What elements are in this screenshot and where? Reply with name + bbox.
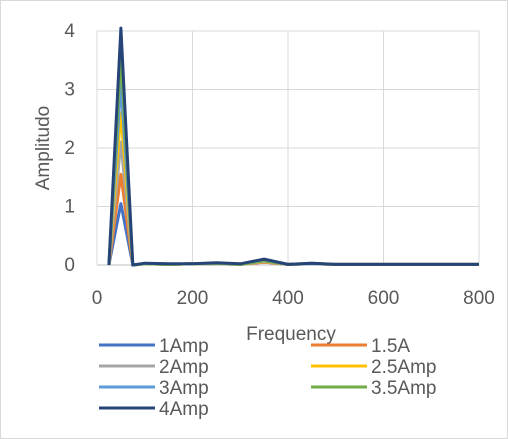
- y-tick-label: 4: [64, 21, 75, 42]
- legend-label-2amp: 2Amp: [159, 357, 209, 378]
- x-axis-label: Frequency: [246, 324, 336, 345]
- y-tick-label: 1: [64, 197, 75, 218]
- x-tick-label: 0: [92, 288, 103, 309]
- legend: 1Amp 1.5A 2Amp 2.5Amp 3Amp 3.5Amp 4Amp: [99, 336, 436, 420]
- series-line-4amp: [107, 26, 479, 267]
- legend-label-3-5amp: 3.5Amp: [371, 378, 436, 399]
- legend-label-1amp: 1Amp: [159, 336, 209, 357]
- series-line-2amp: [107, 140, 479, 267]
- series-line-3amp: [107, 82, 479, 267]
- legend-label-1-5a: 1.5A: [371, 336, 410, 357]
- grid: [97, 30, 480, 265]
- x-tick-label: 200: [177, 288, 209, 309]
- series-lines: [107, 26, 479, 267]
- series-line-2-5amp: [107, 111, 479, 267]
- series-line-1amp: [107, 202, 479, 267]
- y-axis-label: Amplitudo: [33, 106, 54, 191]
- legend-label-4amp: 4Amp: [159, 399, 209, 420]
- y-tick-label: 0: [64, 255, 75, 276]
- series-line-1-5a: [107, 172, 479, 267]
- axes: 0 1 2 3 4 0 200 400 600 800: [64, 21, 494, 309]
- x-tick-label: 600: [368, 288, 400, 309]
- series-line-3-5amp: [107, 52, 479, 267]
- x-tick-label: 800: [463, 288, 495, 309]
- y-tick-label: 3: [64, 80, 75, 101]
- y-tick-label: 2: [64, 138, 75, 159]
- legend-label-2-5amp: 2.5Amp: [371, 357, 436, 378]
- x-tick-label: 400: [272, 288, 304, 309]
- legend-label-3amp: 3Amp: [159, 378, 209, 399]
